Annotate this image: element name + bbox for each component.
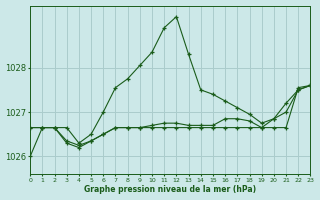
X-axis label: Graphe pression niveau de la mer (hPa): Graphe pression niveau de la mer (hPa)	[84, 185, 256, 194]
